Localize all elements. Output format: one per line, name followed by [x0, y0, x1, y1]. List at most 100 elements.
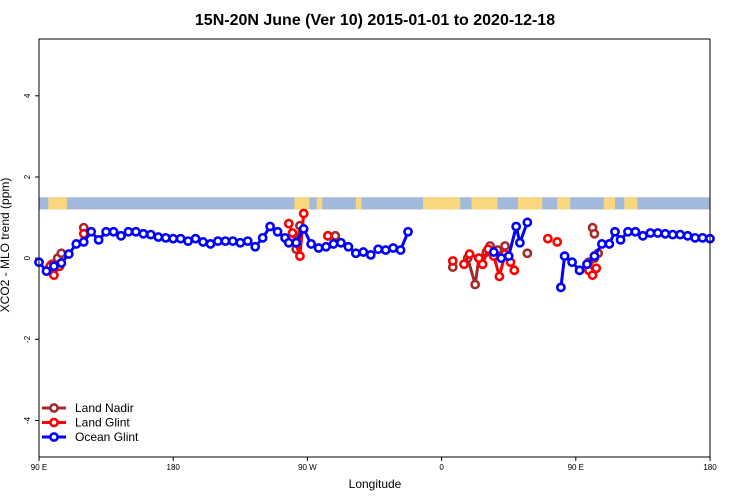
ocean-glint-point — [298, 224, 309, 234]
ocean-glint-point — [604, 239, 615, 249]
land-segment — [603, 197, 615, 210]
land-glint-point — [587, 270, 598, 281]
legend-marker-ocean-glint — [49, 432, 59, 442]
land-segment — [294, 197, 310, 210]
land-nadir-point — [56, 248, 67, 259]
ocean-glint-point — [567, 257, 577, 268]
land-nadir-point — [500, 241, 510, 251]
ocean-glint-point — [41, 266, 52, 277]
land-segment — [624, 197, 638, 210]
land-glint-point — [283, 218, 294, 229]
land-glint-point — [464, 249, 475, 259]
land-glint-point — [298, 208, 309, 219]
ocean-glint-point — [388, 243, 399, 253]
x-axis: 90 E 180 90 W 0 90 E 180 — [31, 457, 717, 472]
ocean-glint-point — [213, 236, 223, 247]
land-segment — [471, 197, 498, 210]
ocean-glint-point — [630, 226, 641, 237]
ocean-glint-point — [168, 233, 179, 244]
land-glint-point — [477, 259, 488, 270]
ocean-glint-point — [153, 232, 164, 242]
ocean-glint-point — [145, 229, 156, 240]
ocean-glint-point — [205, 239, 216, 249]
ocean-glint-point — [645, 228, 656, 238]
land-segment — [422, 197, 461, 210]
ocean-glint-point — [313, 243, 324, 253]
legend-label-ocean-glint: Ocean Glint — [75, 430, 139, 444]
ocean-glint-point — [336, 237, 346, 248]
land-glint-point — [509, 265, 520, 276]
ocean-glint-point — [574, 265, 585, 276]
y-tick-label: 4 — [23, 93, 32, 98]
land-nadir-point — [522, 248, 533, 259]
ocean-glint-point — [697, 232, 708, 243]
x-tick-label: 180 — [703, 463, 717, 472]
ocean-glint-point — [283, 237, 294, 248]
x-tick-label: 0 — [439, 463, 444, 472]
legend-marker-land-nadir — [49, 403, 59, 413]
ocean-glint-point — [380, 245, 391, 255]
land-glint-point — [542, 233, 553, 244]
ocean-glint-point — [235, 237, 246, 248]
ocean-glint-point — [250, 241, 261, 252]
ocean-glint-point — [56, 258, 67, 268]
legend-label-land-nadir: Land Nadir — [75, 401, 134, 415]
ocean-glint-point — [610, 226, 620, 237]
ocean-glint-point — [63, 249, 74, 259]
ocean-glint-point — [615, 234, 626, 245]
x-tick-label: 180 — [167, 463, 181, 472]
ocean-glint-point — [78, 237, 89, 247]
ocean-glint-point — [71, 239, 82, 249]
ocean-glint-point — [190, 233, 201, 244]
ocean-glint-point — [220, 236, 231, 247]
ocean-glint-point — [183, 236, 194, 247]
land-nadir-point — [330, 230, 341, 241]
ocean-glint-point — [198, 237, 208, 247]
ocean-glint-point — [488, 247, 499, 257]
land-segment — [48, 197, 67, 210]
land-glint-point — [447, 256, 458, 266]
y-tick-label: 0 — [23, 255, 32, 260]
series-ocean-glint — [34, 217, 715, 293]
ocean-glint-point — [358, 247, 369, 257]
land-glint-point — [287, 228, 298, 238]
ocean-glint-point — [328, 239, 339, 249]
land-ocean-band — [39, 197, 710, 210]
ocean-glint-point — [138, 228, 149, 239]
ocean-glint-point — [395, 245, 406, 255]
ocean-glint-point — [522, 217, 533, 228]
land-segment — [316, 197, 323, 210]
ocean-glint-point — [667, 229, 678, 240]
ocean-glint-point — [257, 232, 268, 243]
land-glint-point — [552, 237, 563, 247]
plot-frame — [38, 38, 711, 458]
y-axis-label: XCO2 - MLO trend (ppm) — [0, 178, 12, 313]
ocean-glint-point — [108, 226, 119, 237]
ocean-glint-point — [496, 253, 507, 264]
legend-marker-land-glint — [49, 417, 59, 428]
ocean-glint-point — [589, 251, 600, 262]
ocean-glint-point — [175, 233, 186, 244]
land-glint-point — [494, 271, 505, 282]
ocean-glint-point — [623, 226, 633, 237]
ocean-glint-point — [116, 230, 126, 241]
ocean-glint-point — [514, 237, 525, 248]
ocean-glint-point — [503, 251, 514, 262]
y-tick-label: -4 — [23, 416, 32, 424]
legend-label-land-glint: Land Glint — [75, 416, 130, 430]
x-axis-label: Longitude — [349, 477, 402, 491]
y-tick-label: -2 — [23, 335, 32, 343]
x-tick-label: 90 E — [568, 463, 584, 472]
ocean-glint-point — [101, 226, 111, 237]
ocean-glint-point — [291, 237, 302, 248]
ocean-glint-point — [131, 226, 141, 237]
ocean-glint-point — [365, 249, 376, 260]
ocean-glint-point — [272, 226, 283, 237]
ocean-glint-point — [373, 244, 384, 255]
ocean-glint-point — [652, 228, 663, 238]
ocean-glint-point — [350, 248, 361, 259]
land-glint-point — [459, 259, 469, 270]
x-tick-label: 90 E — [31, 463, 47, 472]
